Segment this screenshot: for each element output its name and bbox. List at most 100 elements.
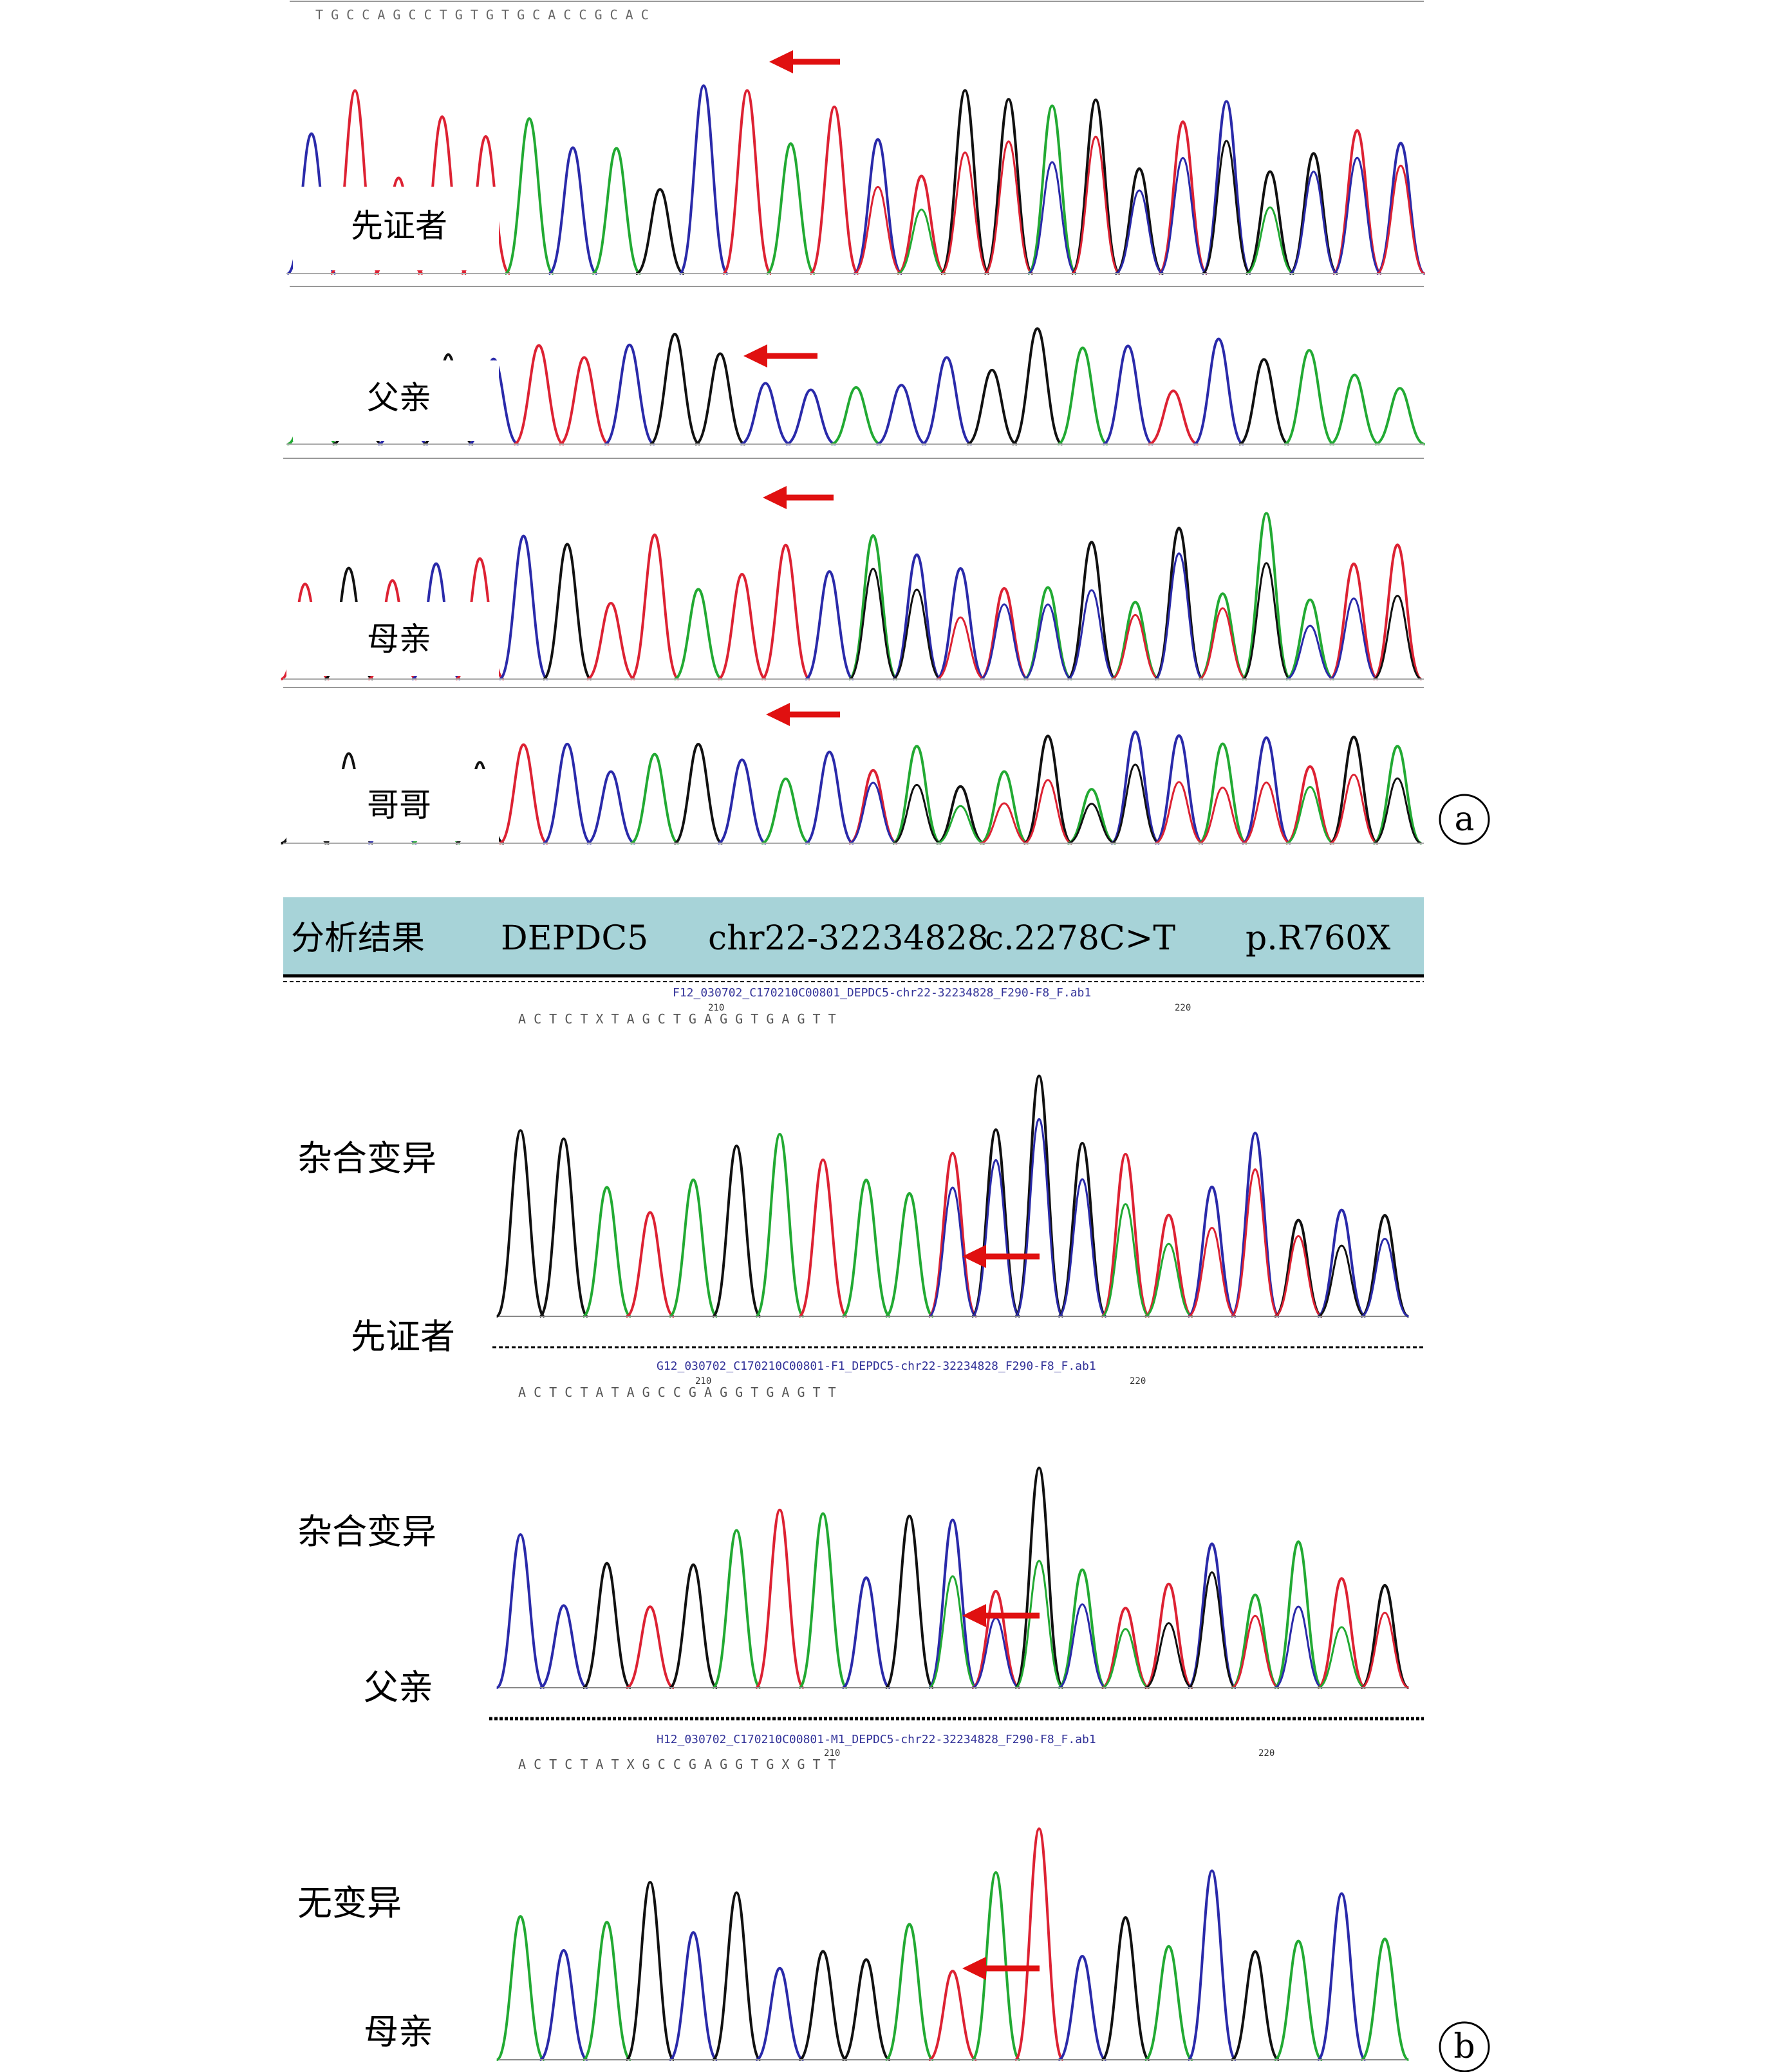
chromatogram-peak	[1011, 327, 1063, 445]
chromatogram-peak-secondary	[1360, 1237, 1409, 1318]
chromatogram-peak	[971, 1871, 1022, 2061]
panel-b-badge	[1439, 2021, 1490, 2072]
chromatogram-peak	[1058, 1142, 1107, 1318]
chromatogram-peak	[712, 1144, 761, 1318]
chromatogram-peak-secondary	[1144, 1242, 1193, 1318]
result-bar-bg	[283, 897, 1424, 976]
chromatogram-peak	[892, 553, 942, 680]
chromatogram-peak-secondary	[1317, 1244, 1366, 1318]
chromatogram-peak	[1202, 100, 1251, 275]
chromatogram-peak	[1154, 527, 1204, 680]
chromatogram-peaks	[496, 1827, 1410, 2061]
chromatogram-peak	[1014, 1466, 1065, 1689]
chromatogram-peak	[712, 1529, 761, 1689]
chromatogram-peak-secondary	[1158, 156, 1208, 275]
chromatogram-peak	[1067, 541, 1117, 680]
member-label: 母亲	[367, 621, 431, 658]
chromatogram-peak	[921, 356, 973, 445]
arrow-icon	[962, 1957, 1040, 1980]
chromatogram-peak	[539, 1948, 588, 2061]
chromatogram-peak	[1372, 543, 1423, 680]
chromatogram-peak-secondary	[1198, 607, 1247, 680]
chromatogram-peak	[935, 566, 985, 680]
chromatogram-peak	[1242, 736, 1291, 845]
member-label: 母亲	[364, 2011, 433, 2052]
chromatogram-peak-secondary	[1110, 763, 1160, 845]
chromatogram-peak-secondary	[1242, 562, 1291, 680]
chromatogram-peak-secondary	[1360, 1611, 1409, 1689]
chromatogram-peak	[928, 1152, 978, 1318]
chromatogram-peak-secondary	[1144, 1622, 1193, 1689]
chromatogram-peak	[1360, 1937, 1410, 2061]
chromatogram-peak	[592, 147, 641, 275]
chromatogram-peak	[513, 344, 565, 445]
chromatogram-peak	[669, 1178, 718, 1318]
variant-status: 无变异	[297, 1883, 402, 1923]
member-label: 父亲	[367, 379, 431, 416]
chromatogram-peak	[1238, 358, 1290, 445]
chromatogram-peak	[496, 1915, 545, 2061]
chromatogram-peak-secondary	[853, 185, 902, 275]
chromatogram-peak	[1231, 1593, 1280, 1689]
chromatogram-peak	[766, 142, 816, 275]
trace-mother-b: H12_030702_C170210C00801-M1_DEPDC5-chr22…	[297, 1733, 1410, 2061]
file-name: F12_030702_C170210C00801_DEPDC5-chr22-32…	[673, 986, 1091, 1000]
chromatogram-peak	[1110, 730, 1161, 845]
chromatogram-peak-secondary	[1067, 589, 1116, 680]
chromatogram-peak	[504, 117, 554, 275]
chromatogram-peak	[498, 534, 548, 680]
chromatogram-peak-secondary	[971, 1617, 1020, 1689]
chromatogram-peak	[499, 743, 548, 845]
chromatogram-peak	[830, 386, 882, 445]
chromatogram-peak	[1144, 1213, 1193, 1318]
position-number: 210	[695, 1376, 711, 1386]
result-locus: chr22-32234828	[708, 919, 989, 958]
chromatogram-peak-secondary	[1188, 1226, 1237, 1318]
chromatogram-peak-secondary	[1285, 785, 1335, 845]
panel-b: F12_030702_C170210C00801_DEPDC5-chr22-32…	[297, 986, 1490, 2072]
chromatogram-peaks	[495, 1074, 1410, 1318]
chromatogram-peak-secondary	[892, 588, 942, 680]
chromatogram-peak	[1329, 373, 1380, 445]
chromatogram-peak	[539, 1604, 588, 1689]
chromatogram-peak	[1360, 1213, 1410, 1318]
chromatogram-peak-secondary	[1274, 1605, 1323, 1689]
chromatogram-peak	[1187, 1185, 1237, 1318]
trace-brother-a: 哥哥	[280, 687, 1424, 845]
chromatogram-peak	[1027, 104, 1077, 275]
chromatogram-peak	[1148, 389, 1199, 445]
base-call-row: A C T C T A T A G C C G A G G T G A G T …	[518, 1385, 836, 1400]
chromatogram-peak	[542, 543, 592, 680]
chromatogram-peak	[1102, 344, 1153, 445]
chromatogram-peak	[1186, 1869, 1237, 2061]
chromatogram-peak-secondary	[1246, 206, 1294, 275]
chromatogram-peak-secondary	[1101, 1628, 1150, 1689]
chromatogram-peak	[1144, 1945, 1193, 2061]
chromatogram-peak	[548, 146, 598, 275]
panel-a: T G C C A G C C T G T G T G C A C C G C …	[280, 1, 1490, 845]
chromatogram-peak	[626, 1211, 675, 1318]
result-bar: 分析结果 DEPDC5 chr22-32234828 c.2278C>T p.R…	[283, 897, 1424, 982]
chromatogram-peak-secondary	[1115, 189, 1164, 275]
chromatogram-peak	[582, 1186, 631, 1318]
chromatogram-peak-secondary	[1014, 1118, 1064, 1318]
chromatogram-peak	[841, 1576, 891, 1689]
chromatogram-peak	[543, 742, 592, 845]
chromatogram-peak	[1101, 1916, 1150, 2061]
chromatogram-peak	[971, 1128, 1022, 1318]
chromatogram-peak-secondary	[936, 805, 985, 845]
chromatogram-peak	[630, 533, 680, 680]
trace-proband-a: T G C C A G C C T G T G T G C A C C G C …	[286, 1, 1426, 275]
chromatogram-peak-secondary	[1198, 787, 1247, 845]
chromatogram-peak	[892, 745, 942, 845]
panel-a-letter: a	[1454, 800, 1474, 839]
chromatogram-peak-secondary	[971, 1159, 1020, 1318]
chromatogram-peak-secondary	[892, 783, 942, 845]
chromatogram-peak	[848, 769, 898, 845]
chromatogram-peak	[586, 770, 636, 845]
chromatogram-peak	[936, 785, 985, 845]
chromatogram-peak	[495, 1129, 546, 1318]
chromatogram-peak	[625, 1881, 675, 2061]
chromatogram-peak	[1014, 1074, 1065, 1318]
